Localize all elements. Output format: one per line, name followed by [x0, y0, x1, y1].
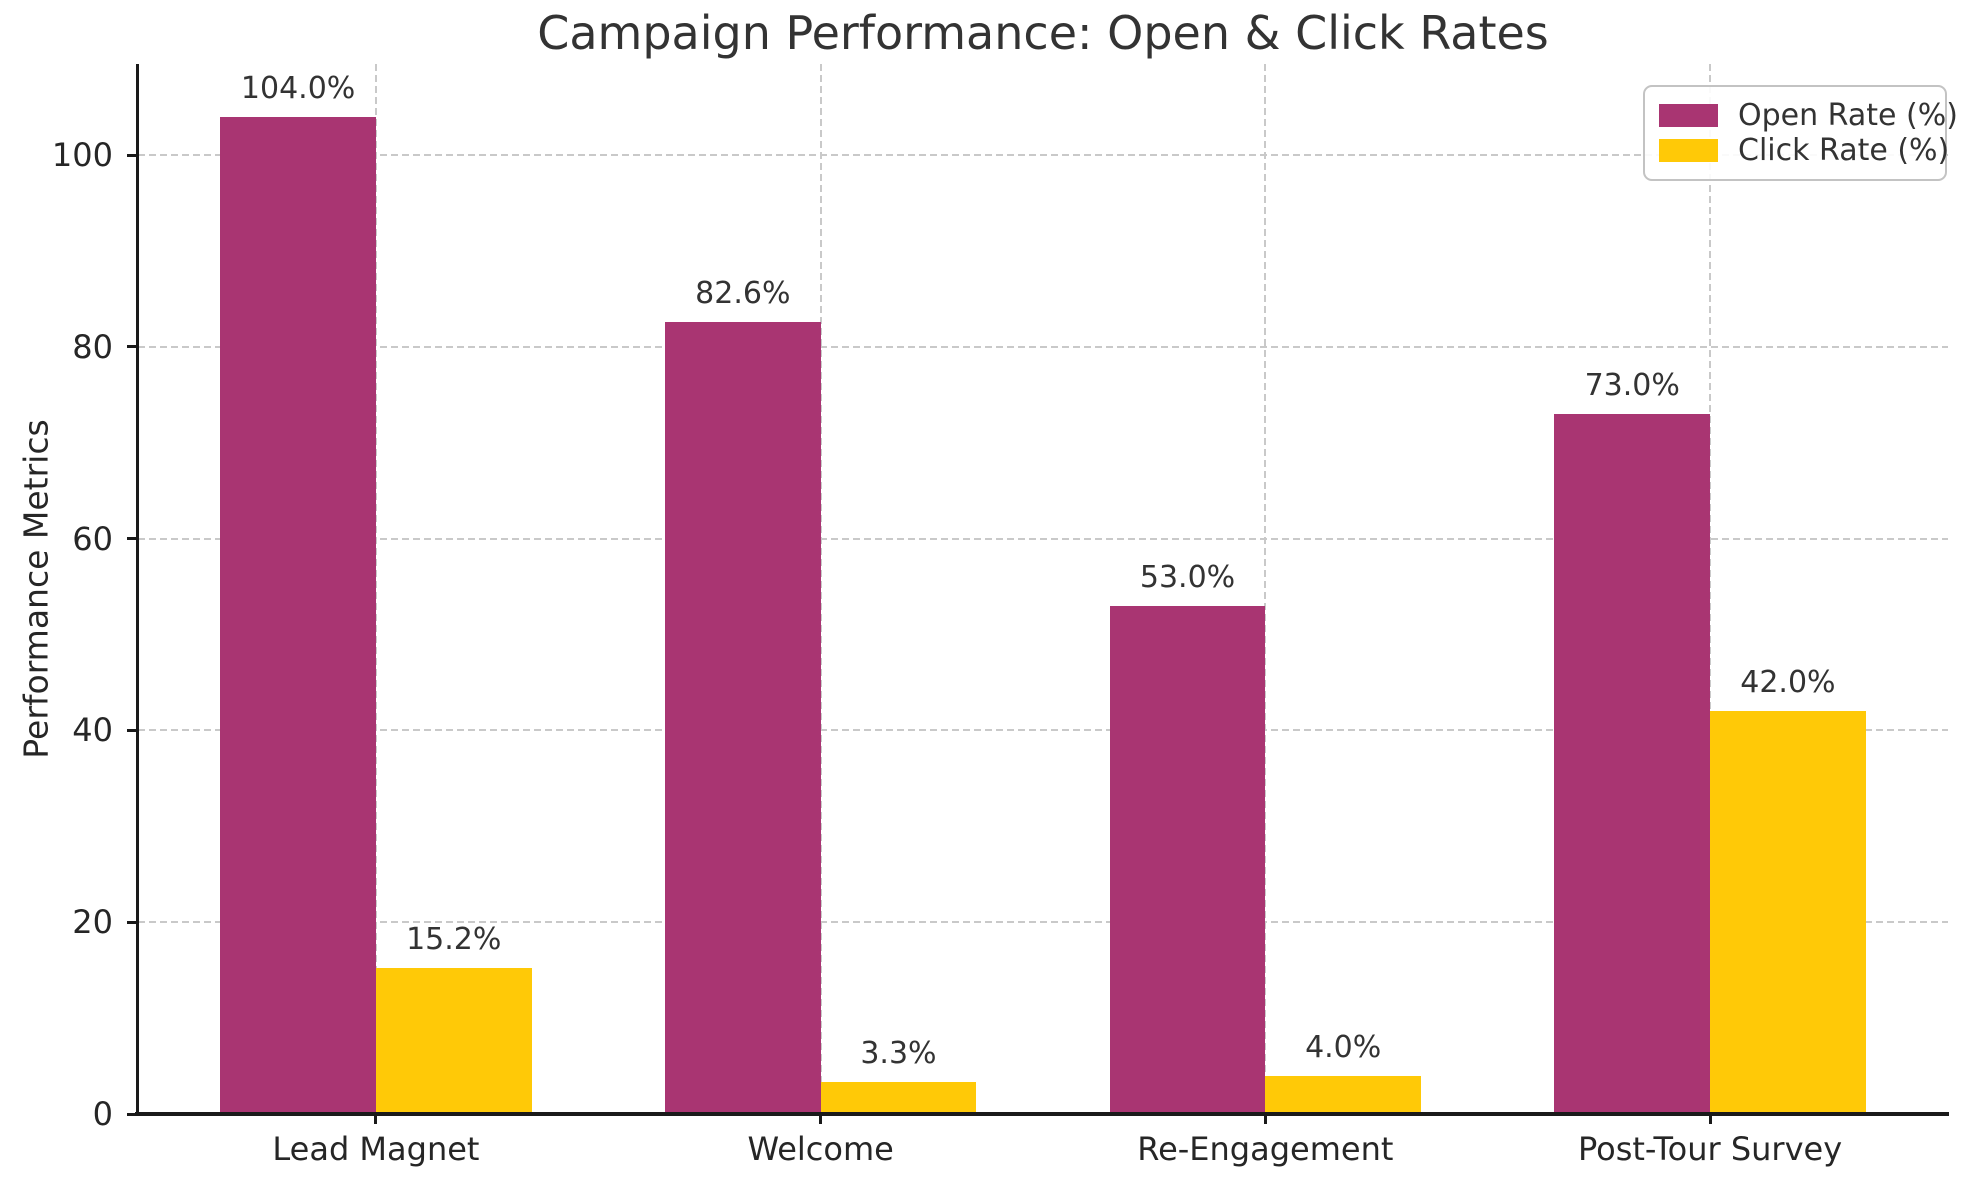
y-axis-label: Performance Metrics	[16, 419, 56, 759]
y-gridline-60	[138, 537, 1948, 540]
y-gridline-100	[138, 154, 1948, 157]
legend-label-click-rate: Click Rate (%)	[1738, 133, 1950, 168]
x-gridline-post-tour-survey	[1709, 64, 1712, 1114]
bar-open-rate--welcome	[664, 321, 821, 1114]
y-tick-20	[127, 920, 136, 924]
y-gridline-80	[138, 345, 1948, 348]
y-tick-label-100: 100	[51, 136, 113, 175]
bar-value-label-click-rate--re-engagement: 4.0%	[1305, 1029, 1382, 1065]
bar-value-label-open-rate--welcome: 82.6%	[695, 275, 791, 311]
bar-value-label-click-rate--lead-magnet: 15.2%	[406, 922, 502, 958]
y-tick-label-40: 40	[72, 711, 113, 750]
x-tick-welcome	[819, 1115, 823, 1124]
bar-value-label-open-rate--post-tour-survey: 73.0%	[1584, 368, 1680, 403]
legend-item-click-rate: Click Rate (%)	[1659, 133, 1949, 168]
bar-open-rate--post-tour-survey	[1554, 414, 1711, 1114]
y-tick-80	[127, 345, 136, 349]
legend-label-open-rate: Open Rate (%)	[1738, 98, 1958, 133]
bar-click-rate--lead-magnet	[375, 968, 532, 1114]
y-tick-label-0: 0	[92, 1095, 113, 1133]
x-gridline-re-engagement	[1264, 64, 1267, 1114]
x-tick-label-welcome: Welcome	[747, 1130, 894, 1168]
legend-item-open-rate: Open Rate (%)	[1659, 98, 1958, 133]
x-tick-re-engagement	[1263, 1115, 1267, 1124]
x-tick-label-lead-magnet: Lead Magnet	[272, 1130, 480, 1168]
y-gridline-40	[138, 729, 1948, 732]
legend-swatch-open-rate-icon	[1659, 104, 1718, 127]
x-tick-label-post-tour-survey: Post-Tour Survey	[1577, 1130, 1843, 1168]
bar-click-rate--re-engagement	[1265, 1075, 1421, 1114]
bar-value-label-open-rate--re-engagement: 53.0%	[1139, 559, 1236, 595]
bar-open-rate--lead-magnet	[220, 116, 376, 1114]
plot-area: 0 20 40 60 80 100 Lead Magnet 104.0% 15.2% Welcom…	[52, 64, 1949, 1168]
x-gridline-lead-magnet	[374, 64, 377, 1114]
bar-click-rate--welcome	[820, 1082, 977, 1114]
bar-value-label-open-rate--lead-magnet: 104.0%	[240, 70, 356, 106]
y-tick-100	[127, 153, 136, 157]
bar-click-rate--post-tour-survey	[1710, 711, 1866, 1114]
y-tick-label-80: 80	[72, 327, 113, 366]
bar-value-label-click-rate--post-tour-survey: 42.0%	[1740, 665, 1836, 701]
legend-swatch-click-rate-icon	[1659, 139, 1718, 162]
x-tick-lead-magnet	[374, 1115, 378, 1124]
x-tick-label-re-engagement: Re-Engagement	[1137, 1130, 1394, 1168]
y-tick-0	[127, 1112, 136, 1116]
y-tick-label-20: 20	[72, 903, 113, 942]
x-tick-post-tour-survey	[1708, 1115, 1712, 1124]
y-axis-spine	[136, 64, 139, 1116]
y-tick-60	[127, 537, 136, 541]
legend: Open Rate (%) Click Rate (%)	[1643, 85, 1958, 181]
chart-title: Campaign Performance: Open & Click Rates	[537, 6, 1549, 60]
y-tick-label-60: 60	[72, 519, 113, 558]
bar-open-rate--re-engagement	[1109, 605, 1266, 1114]
y-tick-40	[127, 728, 136, 732]
x-axis-spine	[135, 1112, 1949, 1116]
y-gridline-20	[138, 921, 1948, 924]
x-gridline-welcome	[819, 64, 822, 1114]
bar-value-label-click-rate--welcome: 3.3%	[860, 1036, 937, 1072]
